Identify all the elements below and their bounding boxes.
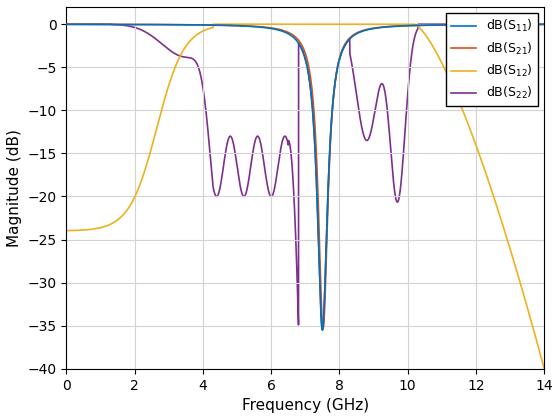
dB(S$_{12}$) <box>350 22 357 27</box>
dB(S$_{22}$) <box>63 22 70 27</box>
Line: dB(S$_{12}$): dB(S$_{12}$) <box>67 24 544 369</box>
dB(S$_{22}$) <box>456 22 463 27</box>
dB(S$_{11}$) <box>319 328 326 333</box>
dB(S$_{22}$) <box>319 328 326 333</box>
dB(S$_{21}$) <box>63 22 70 27</box>
dB(S$_{12}$) <box>246 22 253 27</box>
dB(S$_{11}$) <box>150 22 157 27</box>
dB(S$_{21}$) <box>456 22 463 27</box>
dB(S$_{21}$) <box>320 326 326 331</box>
dB(S$_{11}$) <box>420 23 427 28</box>
dB(S$_{21}$) <box>541 22 548 27</box>
Line: dB(S$_{21}$): dB(S$_{21}$) <box>67 24 544 328</box>
dB(S$_{12}$) <box>420 29 427 34</box>
dB(S$_{11}$) <box>374 26 381 31</box>
dB(S$_{11}$) <box>541 22 548 27</box>
dB(S$_{12}$) <box>150 138 157 143</box>
Y-axis label: Magnitude (dB): Magnitude (dB) <box>7 129 22 247</box>
dB(S$_{12}$) <box>210 22 217 27</box>
Line: dB(S$_{22}$): dB(S$_{22}$) <box>67 24 544 330</box>
dB(S$_{11}$) <box>456 22 463 27</box>
Legend: dB(S$_{11}$), dB(S$_{21}$), dB(S$_{12}$), dB(S$_{22}$): dB(S$_{11}$), dB(S$_{21}$), dB(S$_{12}$)… <box>446 13 538 106</box>
X-axis label: Frequency (GHz): Frequency (GHz) <box>242 398 369 413</box>
dB(S$_{22}$) <box>150 35 157 40</box>
dB(S$_{21}$) <box>246 24 253 29</box>
dB(S$_{11}$) <box>350 33 357 38</box>
dB(S$_{21}$) <box>150 22 157 27</box>
dB(S$_{11}$) <box>246 24 253 29</box>
dB(S$_{21}$) <box>350 32 357 37</box>
dB(S$_{12}$) <box>456 100 463 105</box>
dB(S$_{12}$) <box>374 22 381 27</box>
dB(S$_{22}$) <box>374 94 381 100</box>
dB(S$_{22}$) <box>541 22 548 27</box>
dB(S$_{21}$) <box>420 23 427 28</box>
dB(S$_{22}$) <box>420 22 427 27</box>
dB(S$_{22}$) <box>350 70 357 75</box>
dB(S$_{12}$) <box>541 366 548 371</box>
dB(S$_{21}$) <box>374 25 381 30</box>
Line: dB(S$_{11}$): dB(S$_{11}$) <box>67 24 544 330</box>
dB(S$_{22}$) <box>246 174 253 179</box>
dB(S$_{12}$) <box>63 228 70 233</box>
dB(S$_{11}$) <box>63 22 70 27</box>
